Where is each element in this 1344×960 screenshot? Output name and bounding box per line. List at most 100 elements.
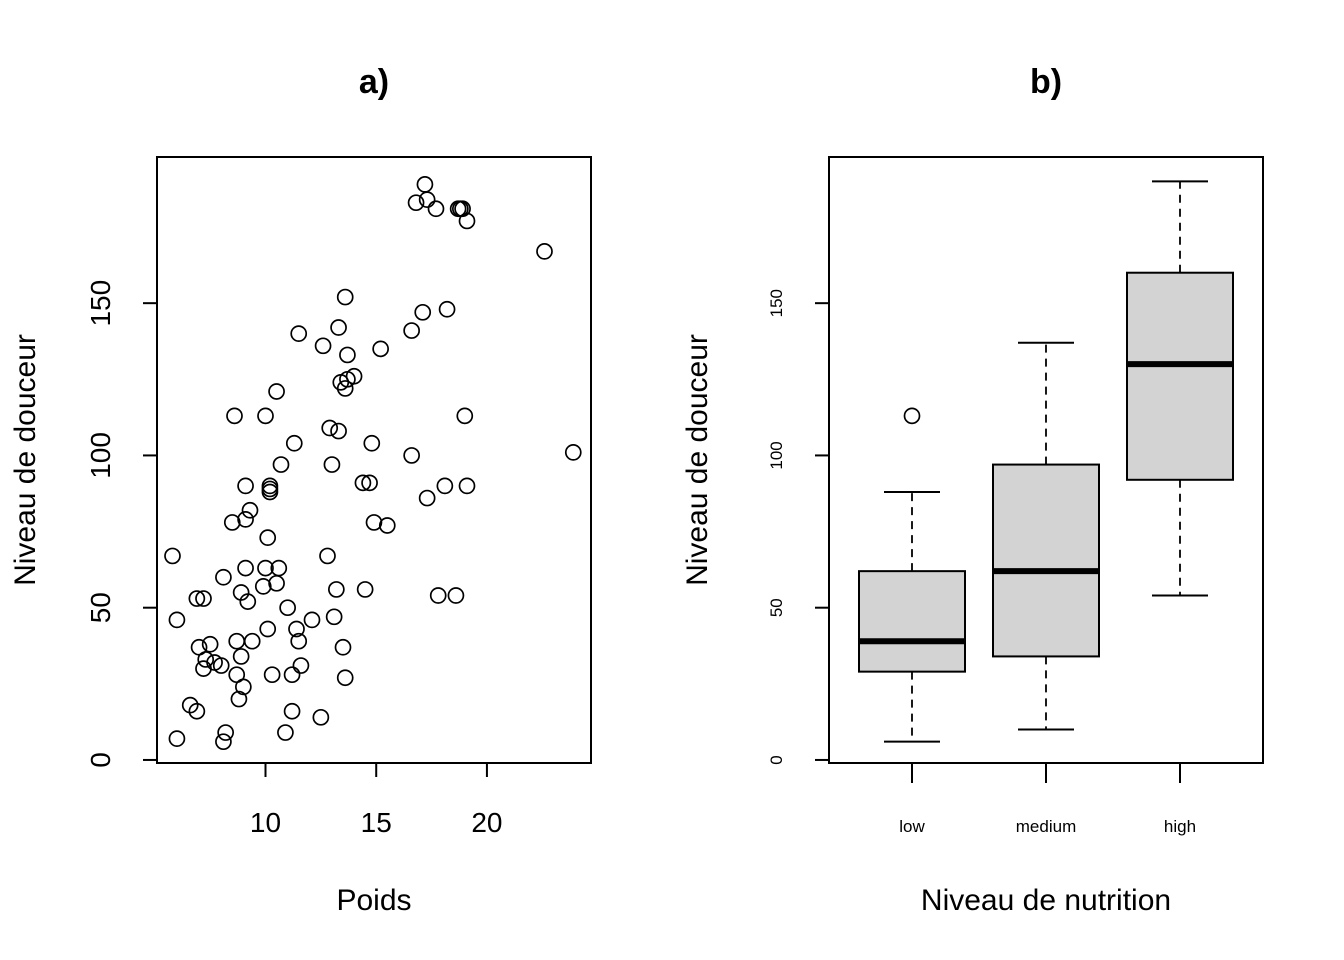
data-point [261,483,279,501]
data-point [336,288,354,306]
x-tick-label-medium: medium [1016,817,1076,836]
data-point [168,611,186,629]
data-point [416,176,434,193]
data-point [334,638,352,656]
data-point [195,660,212,677]
y-tick-label: 0 [85,752,116,768]
panel-a-points [164,176,582,751]
data-point [363,434,381,452]
y-tick-label: 0 [767,755,786,764]
data-point [454,200,471,218]
outlier-point [903,407,921,425]
data-point [243,632,261,650]
y-tick-label: 150 [767,289,786,317]
data-point [279,599,296,617]
panel-a-x-axis: 10 15 20 [250,763,503,838]
panel-b-boxes [858,180,1234,743]
panel-b-x-axis: low medium high [899,763,1196,836]
data-point [237,477,254,495]
data-point [164,547,181,565]
data-point [257,407,274,425]
data-point [188,702,206,720]
data-point [303,611,321,629]
data-point [312,708,330,726]
x-tick-label: 20 [471,807,502,838]
data-point [372,340,389,358]
data-point [361,474,378,492]
data-point [283,666,301,684]
data-point [418,191,436,208]
data-point [319,547,336,565]
panel-a-x-label: Poids [336,884,411,917]
data-point [212,657,230,674]
y-tick-label: 100 [767,441,786,469]
data-point [215,733,232,751]
data-point [323,456,341,473]
panel-b-y-axis: 0 50 100 150 [767,289,829,765]
data-point [277,724,294,741]
data-point [197,651,215,668]
panel-a-scatter: a) 10 15 20 0 50 100 150 Poids Niveau de douc… [9,63,592,917]
data-point [427,200,445,218]
data-point [237,559,254,577]
interquartile-box [1126,271,1234,481]
data-point [458,477,476,495]
data-point [257,559,274,577]
data-point [403,322,420,339]
interquartile-box [858,570,966,673]
data-point [268,574,285,592]
data-point [228,632,246,650]
data-point [365,514,383,531]
data-point [237,511,254,528]
data-point [290,632,308,650]
data-point [328,581,345,598]
data-point [270,559,288,577]
data-point [447,587,465,604]
data-point [285,434,303,452]
data-point [339,346,356,364]
data-point [263,666,281,684]
data-point [259,529,277,547]
data-point [268,383,285,400]
panel-b-x-label: Niveau de nutrition [921,884,1171,917]
data-point [429,587,447,604]
data-point [456,407,474,425]
panel-a-title: a) [359,63,389,101]
data-point [188,590,206,607]
data-point [345,367,363,385]
data-point [354,474,372,492]
y-tick-label: 100 [85,432,116,479]
data-point [239,593,257,610]
data-point [564,444,582,461]
panel-a-y-label: Niveau de douceur [9,334,42,586]
data-point [336,669,354,687]
data-point [272,456,290,473]
panel-b-title: b) [1030,63,1062,101]
data-point [195,590,212,607]
data-point [254,578,272,595]
interquartile-box [992,463,1100,658]
x-tick-label-high: high [1164,817,1196,836]
data-point [226,407,243,425]
panel-b-boxplot: b) low medium high 0 50 100 150 Niveau de nut… [681,63,1264,917]
data-point [438,300,456,318]
x-tick-label: 10 [250,807,281,838]
x-tick-label-low: low [899,817,925,836]
data-point [378,517,396,534]
data-point [325,608,343,626]
box-low [858,407,966,743]
data-point [356,581,374,598]
data-point [407,194,425,212]
data-point [314,337,332,355]
data-point [458,212,476,230]
data-point [230,690,248,708]
data-point [288,620,305,638]
data-point [168,730,186,747]
data-point [418,489,436,507]
x-tick-label: 15 [361,807,392,838]
box-high [1126,180,1234,597]
data-point [201,635,219,653]
panel-a-y-axis: 0 50 100 150 [85,280,157,768]
data-point [336,380,354,397]
